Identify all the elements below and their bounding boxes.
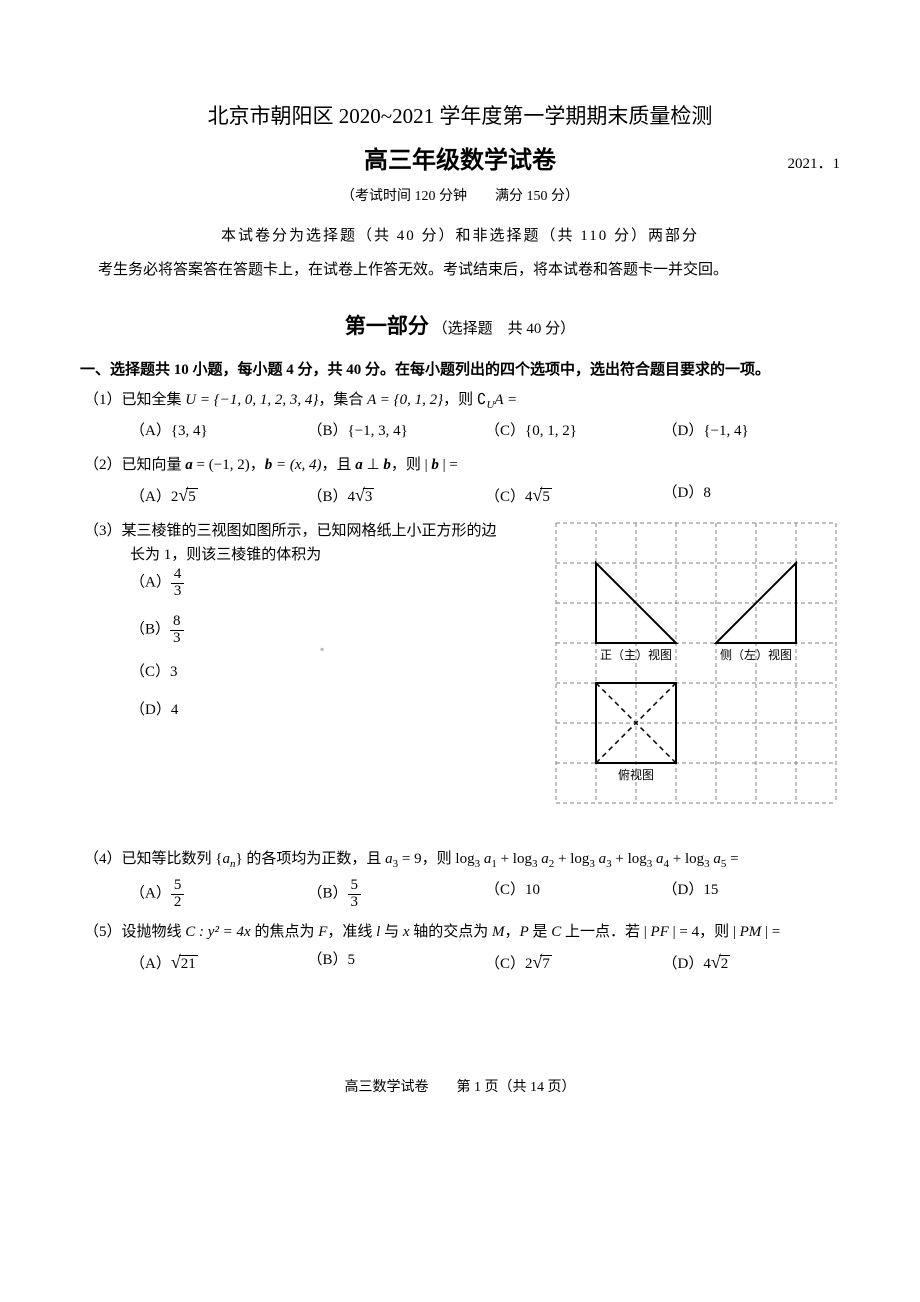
q4-opt-d: （D）15 [663,878,841,911]
part1-label: 第一部分 [345,314,429,338]
q2-options: （A）2√5 （B）4√3 （C）4√5 （D）8 [130,481,840,510]
q1-options: （A）{3, 4} （B）{−1, 3, 4} （C）{0, 1, 2} （D）… [130,419,840,443]
q1-opt-b: （B）{−1, 3, 4} [308,419,486,443]
svg-text:俯视图: 俯视图 [618,767,654,782]
q5-opt-a: （A）√21 [130,948,308,977]
question-1: （1）已知全集 U = {−1, 0, 1, 2, 3, 4}，集合 A = {… [80,388,840,443]
q3-num: （3） [84,523,122,539]
q3-opt-b: （B）83 [130,614,534,647]
q2-num: （2） [84,457,122,473]
q2-opt-b: （B）4√3 [308,481,486,510]
q2-opt-d: （D）8 [663,481,841,510]
q2-opt-c: （C）4√5 [485,481,663,510]
question-3: （3）某三棱锥的三视图如图所示，已知网格纸上小正方形的边 长为 1，则该三棱锥的… [80,519,840,817]
q5-options: （A）√21 （B）5 （C）2√7 （D）4√2 [130,948,840,977]
q4-options: （A）52 （B）53 （C）10 （D）15 [130,878,840,911]
q1-A: A = {0, 1, 2} [367,392,443,408]
q5-num: （5） [84,924,122,940]
q1-opt-a: （A）{3, 4} [130,419,308,443]
q1-opt-c: （C）{0, 1, 2} [485,419,663,443]
q3-opt-a: （A）43 [130,567,534,600]
doc-title-row: 高三年级数学试卷 2021．1 [80,142,840,180]
question-2: （2）已知向量 a = (−1, 2)，b = (x, 4)，且 a ⊥ b，则… [80,453,840,510]
q4-opt-a: （A）52 [130,878,308,911]
q3-opt-c: （C）3 [130,660,534,684]
question-5: （5）设抛物线 C : y² = 4x 的焦点为 F，准线 l 与 x 轴的交点… [80,920,840,977]
section1-header: 一、选择题共 10 小题，每小题 4 分，共 40 分。在每小题列出的四个选项中… [80,358,840,382]
q4-num: （4） [84,851,122,867]
q5-opt-b: （B）5 [308,948,486,977]
q1-U: U = {−1, 0, 1, 2, 3, 4} [185,392,318,408]
page-footer: 高三数学试卷 第 1 页（共 14 页） [80,1077,840,1099]
part1-header: 第一部分 （选择题 共 40 分） [80,310,840,344]
part1-sublabel: （选择题 共 40 分） [433,321,576,337]
q1-num: （1） [84,392,122,408]
doc-date: 2021．1 [760,152,840,176]
q1-opt-d: （D）{−1, 4} [663,419,841,443]
q3-diagram: 正（主）视图 侧（左）视图俯视图 [552,519,840,817]
watermark-icon: ▪ [320,640,324,659]
question-4: （4）已知等比数列 {an} 的各项均为正数，且 a3 = 9，则 log3 a… [80,847,840,910]
exam-parts-note: 本试卷分为选择题（共 40 分）和非选择题（共 110 分）两部分 [80,224,840,248]
q4-opt-b: （B）53 [308,878,486,911]
svg-text:侧（左）视图: 侧（左）视图 [720,647,792,662]
q4-opt-c: （C）10 [485,878,663,911]
candidate-note: 考生务必将答案答在答题卡上，在试卷上作答无效。考试结束后，将本试卷和答题卡一并交… [98,258,840,282]
q5-opt-d: （D）4√2 [663,948,841,977]
q5-opt-c: （C）2√7 [485,948,663,977]
exam-duration: （考试时间 120 分钟 满分 150 分） [80,186,840,208]
q3-opt-d: （D）4 [130,698,534,722]
doc-title-line2: 高三年级数学试卷 [160,142,760,180]
q3-options: （A）43 （B）83 （C）3 （D）4 [130,567,534,722]
doc-title-line1: 北京市朝阳区 2020~2021 学年度第一学期期末质量检测 [80,100,840,134]
q2-opt-a: （A）2√5 [130,481,308,510]
svg-text:正（主）视图: 正（主）视图 [600,647,672,662]
